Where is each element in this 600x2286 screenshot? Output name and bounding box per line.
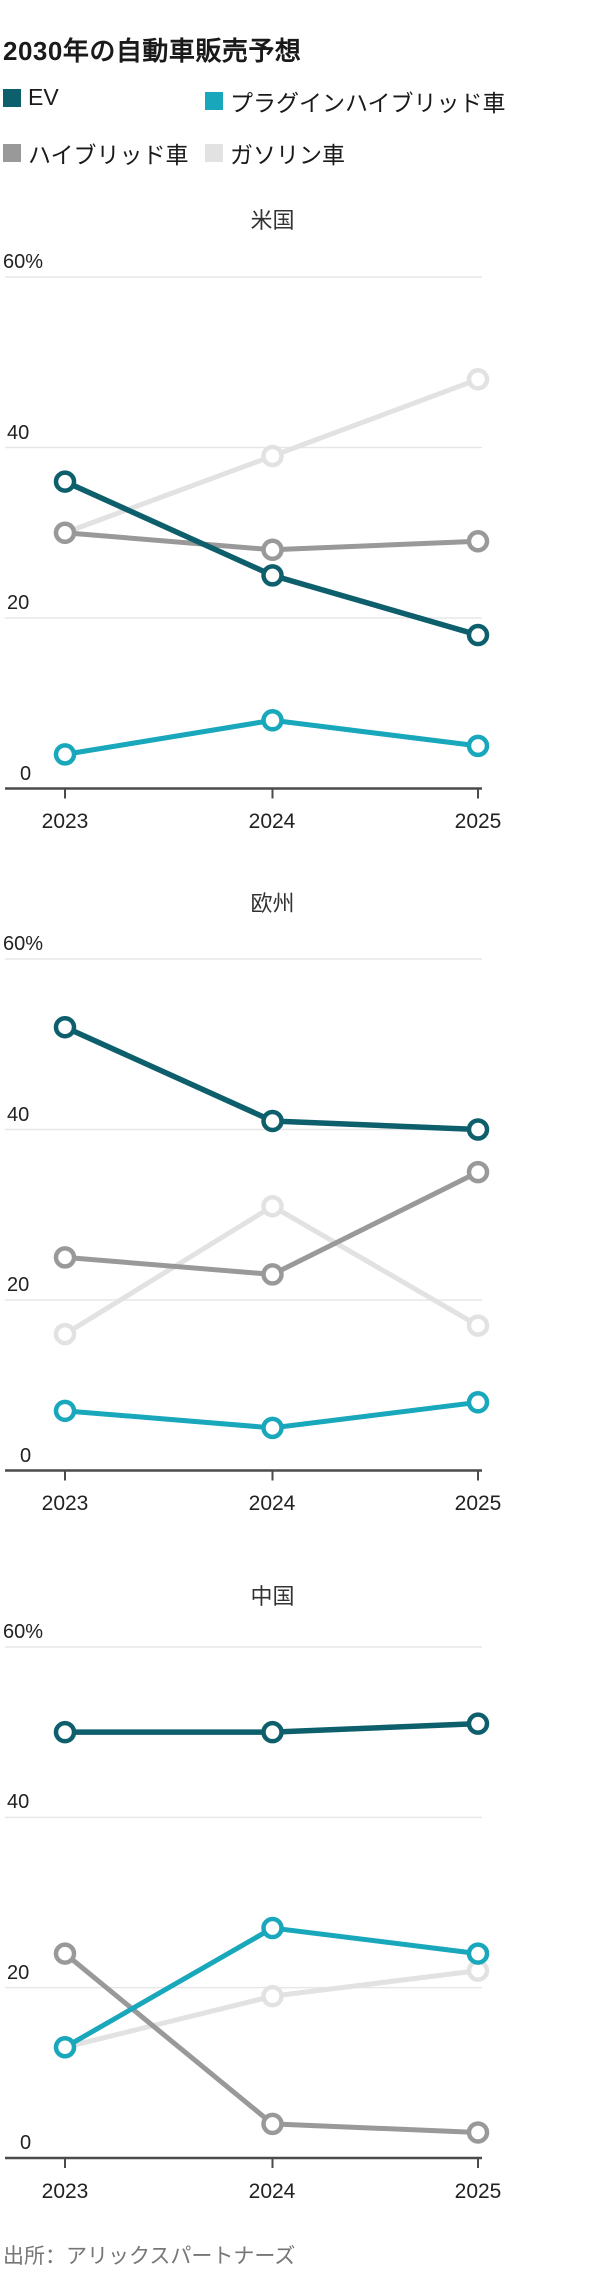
series-ガソリン車 <box>53 368 490 544</box>
series-ガソリン車 <box>53 1959 490 2059</box>
x-tick-label: 2023 <box>41 810 89 833</box>
series-ハイブリッド車 <box>53 1942 490 2144</box>
panel-title-china: 中国 <box>250 1584 295 1609</box>
gasoline-legend-swatch-icon <box>205 144 223 162</box>
series-EV <box>53 1015 490 1141</box>
data-point-marker <box>261 1109 284 1133</box>
data-point-marker <box>261 2112 284 2136</box>
legend-item-ev: EV <box>3 84 59 111</box>
data-point-marker <box>53 1942 77 1965</box>
page-title: 2030年の自動車販売予想 <box>3 36 302 67</box>
y-tick-label: 60% <box>3 933 44 955</box>
series-EV <box>53 470 490 647</box>
chart-panel-0 <box>5 276 490 799</box>
series-ハイブリッド車 <box>53 1160 490 1286</box>
series-ガソリン車 <box>53 1194 490 1346</box>
data-point-marker <box>53 1322 77 1346</box>
y-tick-label: 40 <box>7 1104 30 1126</box>
chart-panel-2 <box>5 1646 490 2168</box>
data-point-marker <box>53 1015 77 1039</box>
data-point-marker <box>261 1194 284 1218</box>
series-line <box>64 1169 480 1277</box>
y-tick-label: 0 <box>20 2132 32 2154</box>
panel-title-europe: 欧州 <box>250 891 295 916</box>
y-tick-label: 20 <box>7 1962 30 1984</box>
x-tick-label: 2023 <box>41 2180 89 2203</box>
legend-label: プラグインハイブリッド車 <box>230 90 506 116</box>
y-tick-label: 40 <box>7 1791 30 1813</box>
x-tick-label: 2023 <box>41 1492 89 1515</box>
data-point-marker <box>466 2121 490 2144</box>
data-point-marker <box>466 530 490 553</box>
legend-label: EV <box>28 84 59 110</box>
series-ハイブリッド車 <box>53 521 490 562</box>
data-point-marker <box>466 1118 490 1141</box>
x-tick-label: 2024 <box>248 1492 296 1515</box>
data-point-marker <box>53 1720 77 1744</box>
source-note: 出所：アリックスパートナーズ <box>3 2245 296 2268</box>
legend-item-hybrid: ハイブリッド車 <box>3 136 189 170</box>
data-point-marker <box>53 1246 77 1269</box>
chart-panel-1 <box>5 958 490 1481</box>
y-tick-label: 0 <box>20 763 32 785</box>
data-point-marker <box>261 564 284 587</box>
data-point-marker <box>53 1399 77 1423</box>
hybrid-legend-swatch-icon <box>3 144 21 162</box>
data-point-marker <box>261 709 284 732</box>
legend-item-phev: プラグインハイブリッド車 <box>205 84 506 118</box>
data-point-marker <box>53 743 77 766</box>
panel-title-us: 米国 <box>250 208 295 233</box>
y-tick-label: 40 <box>7 422 30 444</box>
legend-label: ガソリン車 <box>230 142 345 168</box>
data-point-marker <box>261 1984 284 2008</box>
data-point-marker <box>261 444 284 468</box>
x-tick-label: 2025 <box>454 2180 502 2203</box>
data-point-marker <box>261 1263 284 1286</box>
data-point-marker <box>466 1314 490 1337</box>
y-tick-label: 60% <box>3 251 44 273</box>
y-tick-label: 60% <box>3 1621 44 1643</box>
data-point-marker <box>466 734 490 758</box>
x-tick-label: 2025 <box>454 1492 502 1515</box>
ev-legend-swatch-icon <box>3 88 21 107</box>
series-プラグインハイブリッド車 <box>53 709 490 766</box>
series-EV <box>53 1712 490 1744</box>
y-tick-label: 20 <box>7 1274 30 1296</box>
data-point-marker <box>466 1391 490 1414</box>
data-point-marker <box>261 1720 284 1744</box>
data-point-marker <box>53 521 77 544</box>
x-tick-label: 2024 <box>248 2180 296 2203</box>
data-point-marker <box>466 623 490 647</box>
legend-label: ハイブリッド車 <box>28 142 189 168</box>
y-tick-label: 20 <box>7 592 30 614</box>
series-プラグインハイブリッド車 <box>53 1391 490 1440</box>
data-point-marker <box>261 1416 284 1440</box>
data-point-marker <box>466 1712 490 1735</box>
data-point-marker <box>466 368 490 391</box>
phev-legend-swatch-icon <box>205 92 223 110</box>
data-point-marker <box>261 1916 284 1940</box>
data-point-marker <box>53 2036 77 2059</box>
legend-item-gasoline: ガソリン車 <box>205 136 345 170</box>
data-point-marker <box>466 1160 490 1184</box>
x-tick-label: 2024 <box>248 810 296 833</box>
y-tick-label: 0 <box>20 1445 32 1467</box>
data-point-marker <box>466 1942 490 1965</box>
data-point-marker <box>53 470 77 493</box>
data-point-marker <box>261 538 284 562</box>
series-プラグインハイブリッド車 <box>53 1916 490 2059</box>
x-tick-label: 2025 <box>454 810 502 833</box>
